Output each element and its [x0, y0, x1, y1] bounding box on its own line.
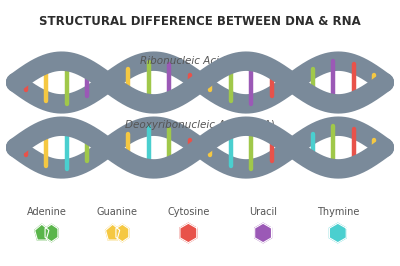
Text: Deoxyribonucleic Acid (DNA): Deoxyribonucleic Acid (DNA) [125, 120, 275, 130]
Text: Uracil: Uracil [249, 207, 277, 217]
Text: Cytosine: Cytosine [167, 207, 210, 217]
Text: Thymine: Thymine [317, 207, 359, 217]
Polygon shape [45, 224, 58, 242]
Text: STRUCTURAL DIFFERENCE BETWEEN DNA & RNA: STRUCTURAL DIFFERENCE BETWEEN DNA & RNA [39, 15, 361, 28]
Polygon shape [180, 223, 197, 243]
Polygon shape [106, 224, 120, 240]
Text: Ribonucleic Acid (RNA): Ribonucleic Acid (RNA) [140, 55, 260, 65]
Text: Guanine: Guanine [97, 207, 138, 217]
Polygon shape [116, 224, 129, 242]
Polygon shape [255, 223, 272, 243]
Polygon shape [330, 223, 346, 243]
Text: Adenine: Adenine [27, 207, 66, 217]
Polygon shape [35, 224, 49, 240]
